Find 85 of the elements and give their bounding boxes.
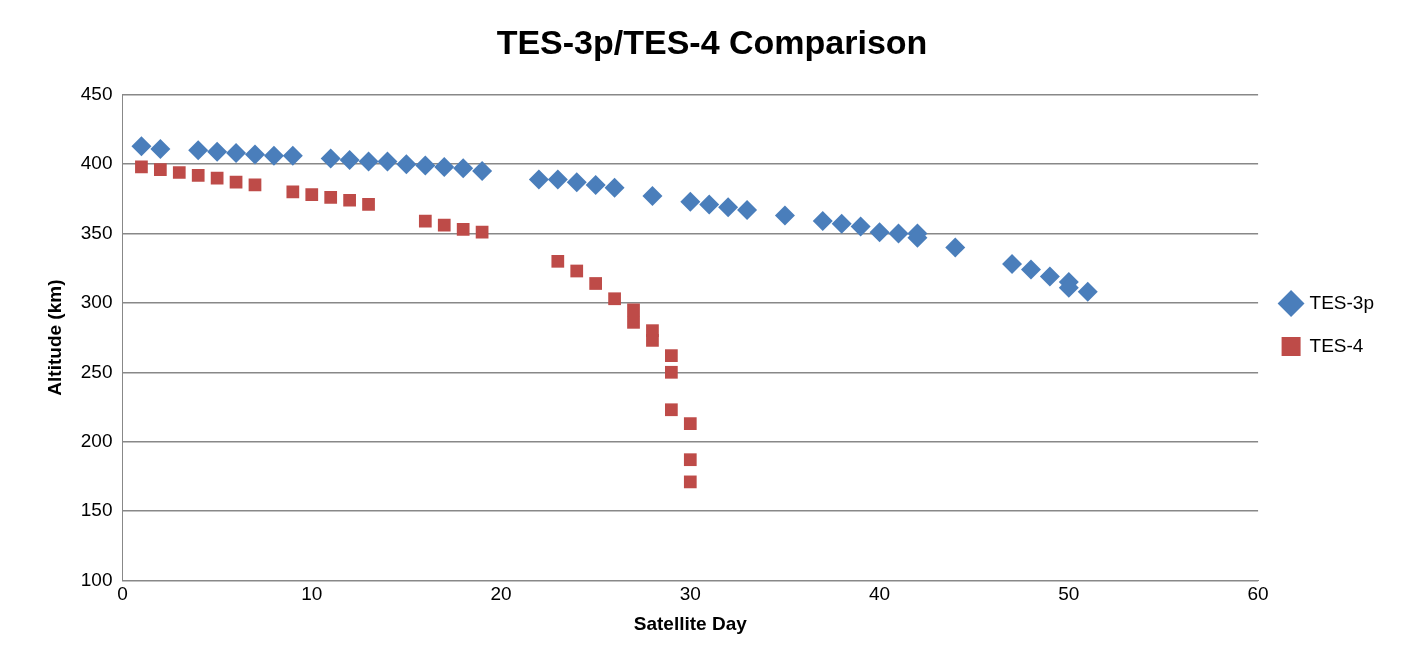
x-tick-label: 20 xyxy=(490,583,512,605)
point xyxy=(683,453,697,467)
point xyxy=(396,154,417,175)
point xyxy=(188,140,209,161)
point xyxy=(453,158,474,179)
point xyxy=(282,145,303,166)
point xyxy=(627,303,640,317)
point xyxy=(153,163,167,177)
point xyxy=(305,188,319,202)
point xyxy=(320,148,341,169)
point xyxy=(665,403,678,417)
y-tick-label: 150 xyxy=(80,499,113,521)
point xyxy=(434,156,455,177)
point xyxy=(812,211,833,232)
point xyxy=(324,191,338,204)
point xyxy=(358,151,379,172)
point xyxy=(418,214,432,228)
point xyxy=(172,166,186,179)
point xyxy=(1077,281,1098,302)
y-tick-label: 250 xyxy=(80,360,113,382)
point xyxy=(551,254,565,268)
x-tick-label: 40 xyxy=(868,583,891,605)
point xyxy=(456,223,470,236)
point xyxy=(207,141,228,162)
point xyxy=(945,237,966,258)
point xyxy=(699,194,720,215)
point xyxy=(627,315,640,329)
point xyxy=(244,144,265,165)
point xyxy=(718,197,739,218)
x-axis-title: Satellite Day xyxy=(633,612,748,634)
y-tick-label: 400 xyxy=(80,152,113,174)
y-tick-label: 100 xyxy=(80,568,113,590)
point xyxy=(646,334,659,347)
point xyxy=(683,475,697,489)
point xyxy=(888,223,909,244)
point xyxy=(737,199,758,220)
y-axis-title: Altitude (km) xyxy=(43,279,65,396)
point xyxy=(642,186,663,207)
x-tick-label: 30 xyxy=(679,583,701,605)
point xyxy=(585,174,606,195)
y-tick-label: 450 xyxy=(80,83,113,105)
point xyxy=(528,169,549,190)
y-tick-label: 200 xyxy=(80,429,113,451)
point xyxy=(831,213,852,234)
point xyxy=(343,193,356,207)
point xyxy=(850,216,871,237)
point xyxy=(131,136,152,157)
legend-label: TES-3p xyxy=(1309,291,1375,313)
point xyxy=(1002,254,1023,275)
point xyxy=(191,168,205,182)
point xyxy=(229,175,243,189)
point xyxy=(547,169,568,190)
point xyxy=(608,292,621,306)
point xyxy=(135,160,148,174)
point xyxy=(339,150,360,171)
point xyxy=(604,177,625,198)
point xyxy=(683,417,697,430)
chart-title: TES-3p/TES-4 Comparison xyxy=(496,22,928,61)
point xyxy=(437,218,451,232)
point xyxy=(415,155,436,176)
y-tick-label: 350 xyxy=(80,221,113,243)
point xyxy=(774,205,795,226)
point xyxy=(472,161,493,182)
point xyxy=(1020,259,1041,280)
point xyxy=(263,145,284,166)
point xyxy=(286,185,300,199)
point xyxy=(869,222,890,243)
point xyxy=(680,191,701,212)
point xyxy=(226,143,247,164)
y-tick-label: 300 xyxy=(80,291,113,313)
point xyxy=(665,365,678,379)
point xyxy=(589,277,603,290)
point xyxy=(377,151,398,172)
point xyxy=(150,138,171,159)
x-tick-label: 10 xyxy=(301,583,323,605)
legend-label: TES-4 xyxy=(1309,334,1364,356)
point xyxy=(665,349,678,362)
x-tick-label: 50 xyxy=(1058,583,1080,605)
point xyxy=(1039,266,1060,287)
x-tick-label: 60 xyxy=(1247,583,1269,605)
point xyxy=(570,264,584,278)
x-tick-label: 0 xyxy=(117,583,128,605)
point xyxy=(362,198,375,211)
point xyxy=(475,225,489,239)
point xyxy=(566,172,587,193)
